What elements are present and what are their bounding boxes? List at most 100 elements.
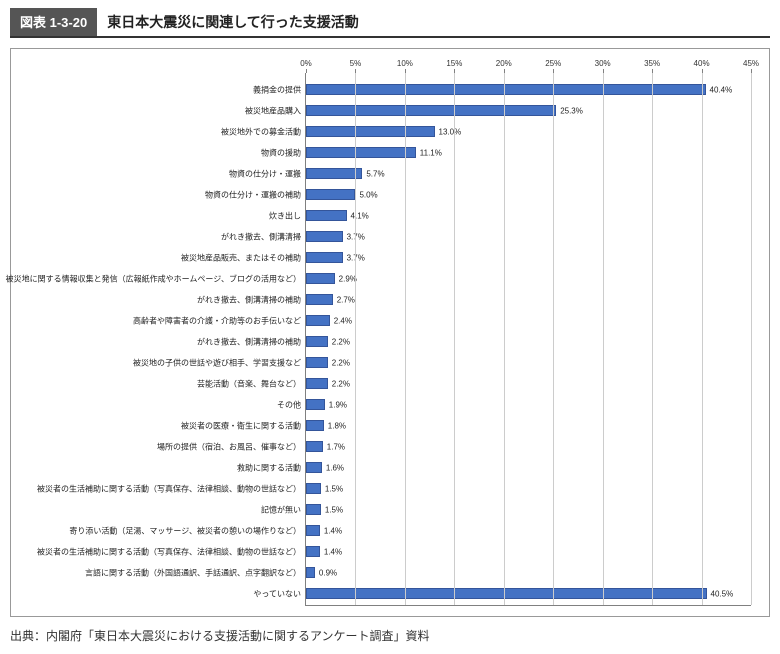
bar (306, 483, 321, 494)
bar-value-label: 0.9% (319, 568, 337, 577)
bar (306, 315, 330, 326)
bar (306, 168, 362, 179)
bar-value-label: 2.9% (339, 274, 357, 283)
category-label: 記憶が無い (261, 504, 301, 515)
gridline (504, 73, 505, 605)
bar (306, 189, 355, 200)
source-citation: 出典：内閣府「東日本大震災における支援活動に関するアンケート調査」資料 (10, 627, 770, 644)
gridline (652, 73, 653, 605)
bar (306, 357, 328, 368)
bar-value-label: 1.4% (324, 547, 342, 556)
bar-value-label: 1.7% (327, 442, 345, 451)
bar (306, 462, 322, 473)
x-axis: 0%5%10%15%20%25%30%35%40%45% (306, 59, 751, 73)
category-label: 被災地の子供の世話や遊び相手、学習支援など (133, 357, 301, 368)
bar (306, 294, 333, 305)
bar (306, 336, 328, 347)
bar-value-label: 40.5% (711, 589, 734, 598)
category-label: がれき撤去、側溝清掃 (221, 231, 301, 242)
bar-value-label: 4.1% (351, 211, 369, 220)
gridline (355, 73, 356, 605)
gridline (405, 73, 406, 605)
category-label: 場所の提供（宿泊、お風呂、催事など） (157, 441, 301, 452)
figure-id-badge: 図表 1-3-20 (10, 8, 97, 36)
bar-value-label: 1.9% (329, 400, 347, 409)
category-label: 被災者の医療・衛生に関する活動 (181, 420, 301, 431)
bar-value-label: 2.2% (332, 379, 350, 388)
x-tick-label: 30% (595, 59, 611, 68)
bar-value-label: 2.2% (332, 358, 350, 367)
x-tick (553, 69, 554, 73)
x-tick (504, 69, 505, 73)
category-label: がれき撤去、側溝清掃の補助 (197, 294, 301, 305)
bar-value-label: 2.4% (334, 316, 352, 325)
category-label: 物資の援助 (261, 147, 301, 158)
category-label: 義捐金の提供 (253, 84, 301, 95)
x-tick-label: 0% (300, 59, 312, 68)
chart-plot: 義捐金の提供被災地産品購入被災地外での募金活動物資の援助物資の仕分け・運搬物資の… (21, 59, 751, 606)
bar-value-label: 13.0% (439, 127, 462, 136)
x-tick-label: 10% (397, 59, 413, 68)
gridline (553, 73, 554, 605)
bar-value-label: 5.7% (366, 169, 384, 178)
x-tick-label: 15% (446, 59, 462, 68)
bar (306, 273, 335, 284)
bar-value-label: 40.4% (710, 85, 733, 94)
bar-value-label: 25.3% (560, 106, 583, 115)
x-tick (405, 69, 406, 73)
category-label: 寄り添い活動（足湯、マッサージ、被災者の憩いの場作りなど） (69, 525, 301, 536)
gridline (751, 73, 752, 605)
category-label: 物資の仕分け・運搬 (229, 168, 301, 179)
bar (306, 399, 325, 410)
category-label: やっていない (253, 588, 301, 599)
bar (306, 147, 416, 158)
category-label: その他 (277, 399, 301, 410)
bar (306, 231, 343, 242)
category-label: 被災地外での募金活動 (221, 126, 301, 137)
bar (306, 210, 347, 221)
x-tick (603, 69, 604, 73)
gridline (702, 73, 703, 605)
bar (306, 546, 320, 557)
x-tick (454, 69, 455, 73)
x-tick-label: 45% (743, 59, 759, 68)
bar-value-label: 5.0% (359, 190, 377, 199)
figure-title: 東日本大震災に関連して行った支援活動 (97, 8, 369, 36)
x-tick-label: 40% (694, 59, 710, 68)
bars-layer: 40.4%25.3%13.0%11.1%5.7%5.0%4.1%3.7%3.7%… (306, 73, 751, 605)
bar-value-label: 1.5% (325, 505, 343, 514)
bar (306, 420, 324, 431)
x-tick-label: 5% (350, 59, 362, 68)
x-tick-label: 20% (496, 59, 512, 68)
y-axis-labels: 義捐金の提供被災地産品購入被災地外での募金活動物資の援助物資の仕分け・運搬物資の… (21, 73, 305, 606)
x-tick-label: 25% (545, 59, 561, 68)
x-tick-label: 35% (644, 59, 660, 68)
x-tick (652, 69, 653, 73)
x-tick (702, 69, 703, 73)
x-tick (355, 69, 356, 73)
bar (306, 504, 321, 515)
category-label: 炊き出し (269, 210, 301, 221)
bar (306, 252, 343, 263)
plot-area: 0%5%10%15%20%25%30%35%40%45% 40.4%25.3%1… (305, 73, 751, 606)
category-label: 被災者の生活補助に関する活動（写真保存、法律相談、動物の世話など） (37, 483, 301, 494)
category-label: 高齢者や障害者の介護・介助等のお手伝いなど (133, 315, 301, 326)
category-label: がれき撤去、側溝清掃の補助 (197, 336, 301, 347)
category-label: 被災地に関する情報収集と発信（広報紙作成やホームページ、ブログの活用など） (6, 273, 301, 284)
bar-value-label: 2.2% (332, 337, 350, 346)
gridline (454, 73, 455, 605)
bar (306, 105, 556, 116)
x-tick (306, 69, 307, 73)
category-label: 救助に関する活動 (237, 462, 301, 473)
bar (306, 126, 435, 137)
category-label: 被災地産品販売、またはその補助 (181, 252, 301, 263)
category-label: 被災地産品購入 (245, 105, 301, 116)
category-label: 芸能活動（音楽、舞台など） (197, 378, 301, 389)
gridline (603, 73, 604, 605)
bar-value-label: 11.1% (420, 148, 442, 157)
bar-value-label: 1.5% (325, 484, 343, 493)
category-label: 言語に関する活動（外国語通訳、手話通訳、点字翻訳など） (85, 567, 301, 578)
bar-value-label: 2.7% (337, 295, 355, 304)
bar (306, 84, 706, 95)
bar (306, 378, 328, 389)
